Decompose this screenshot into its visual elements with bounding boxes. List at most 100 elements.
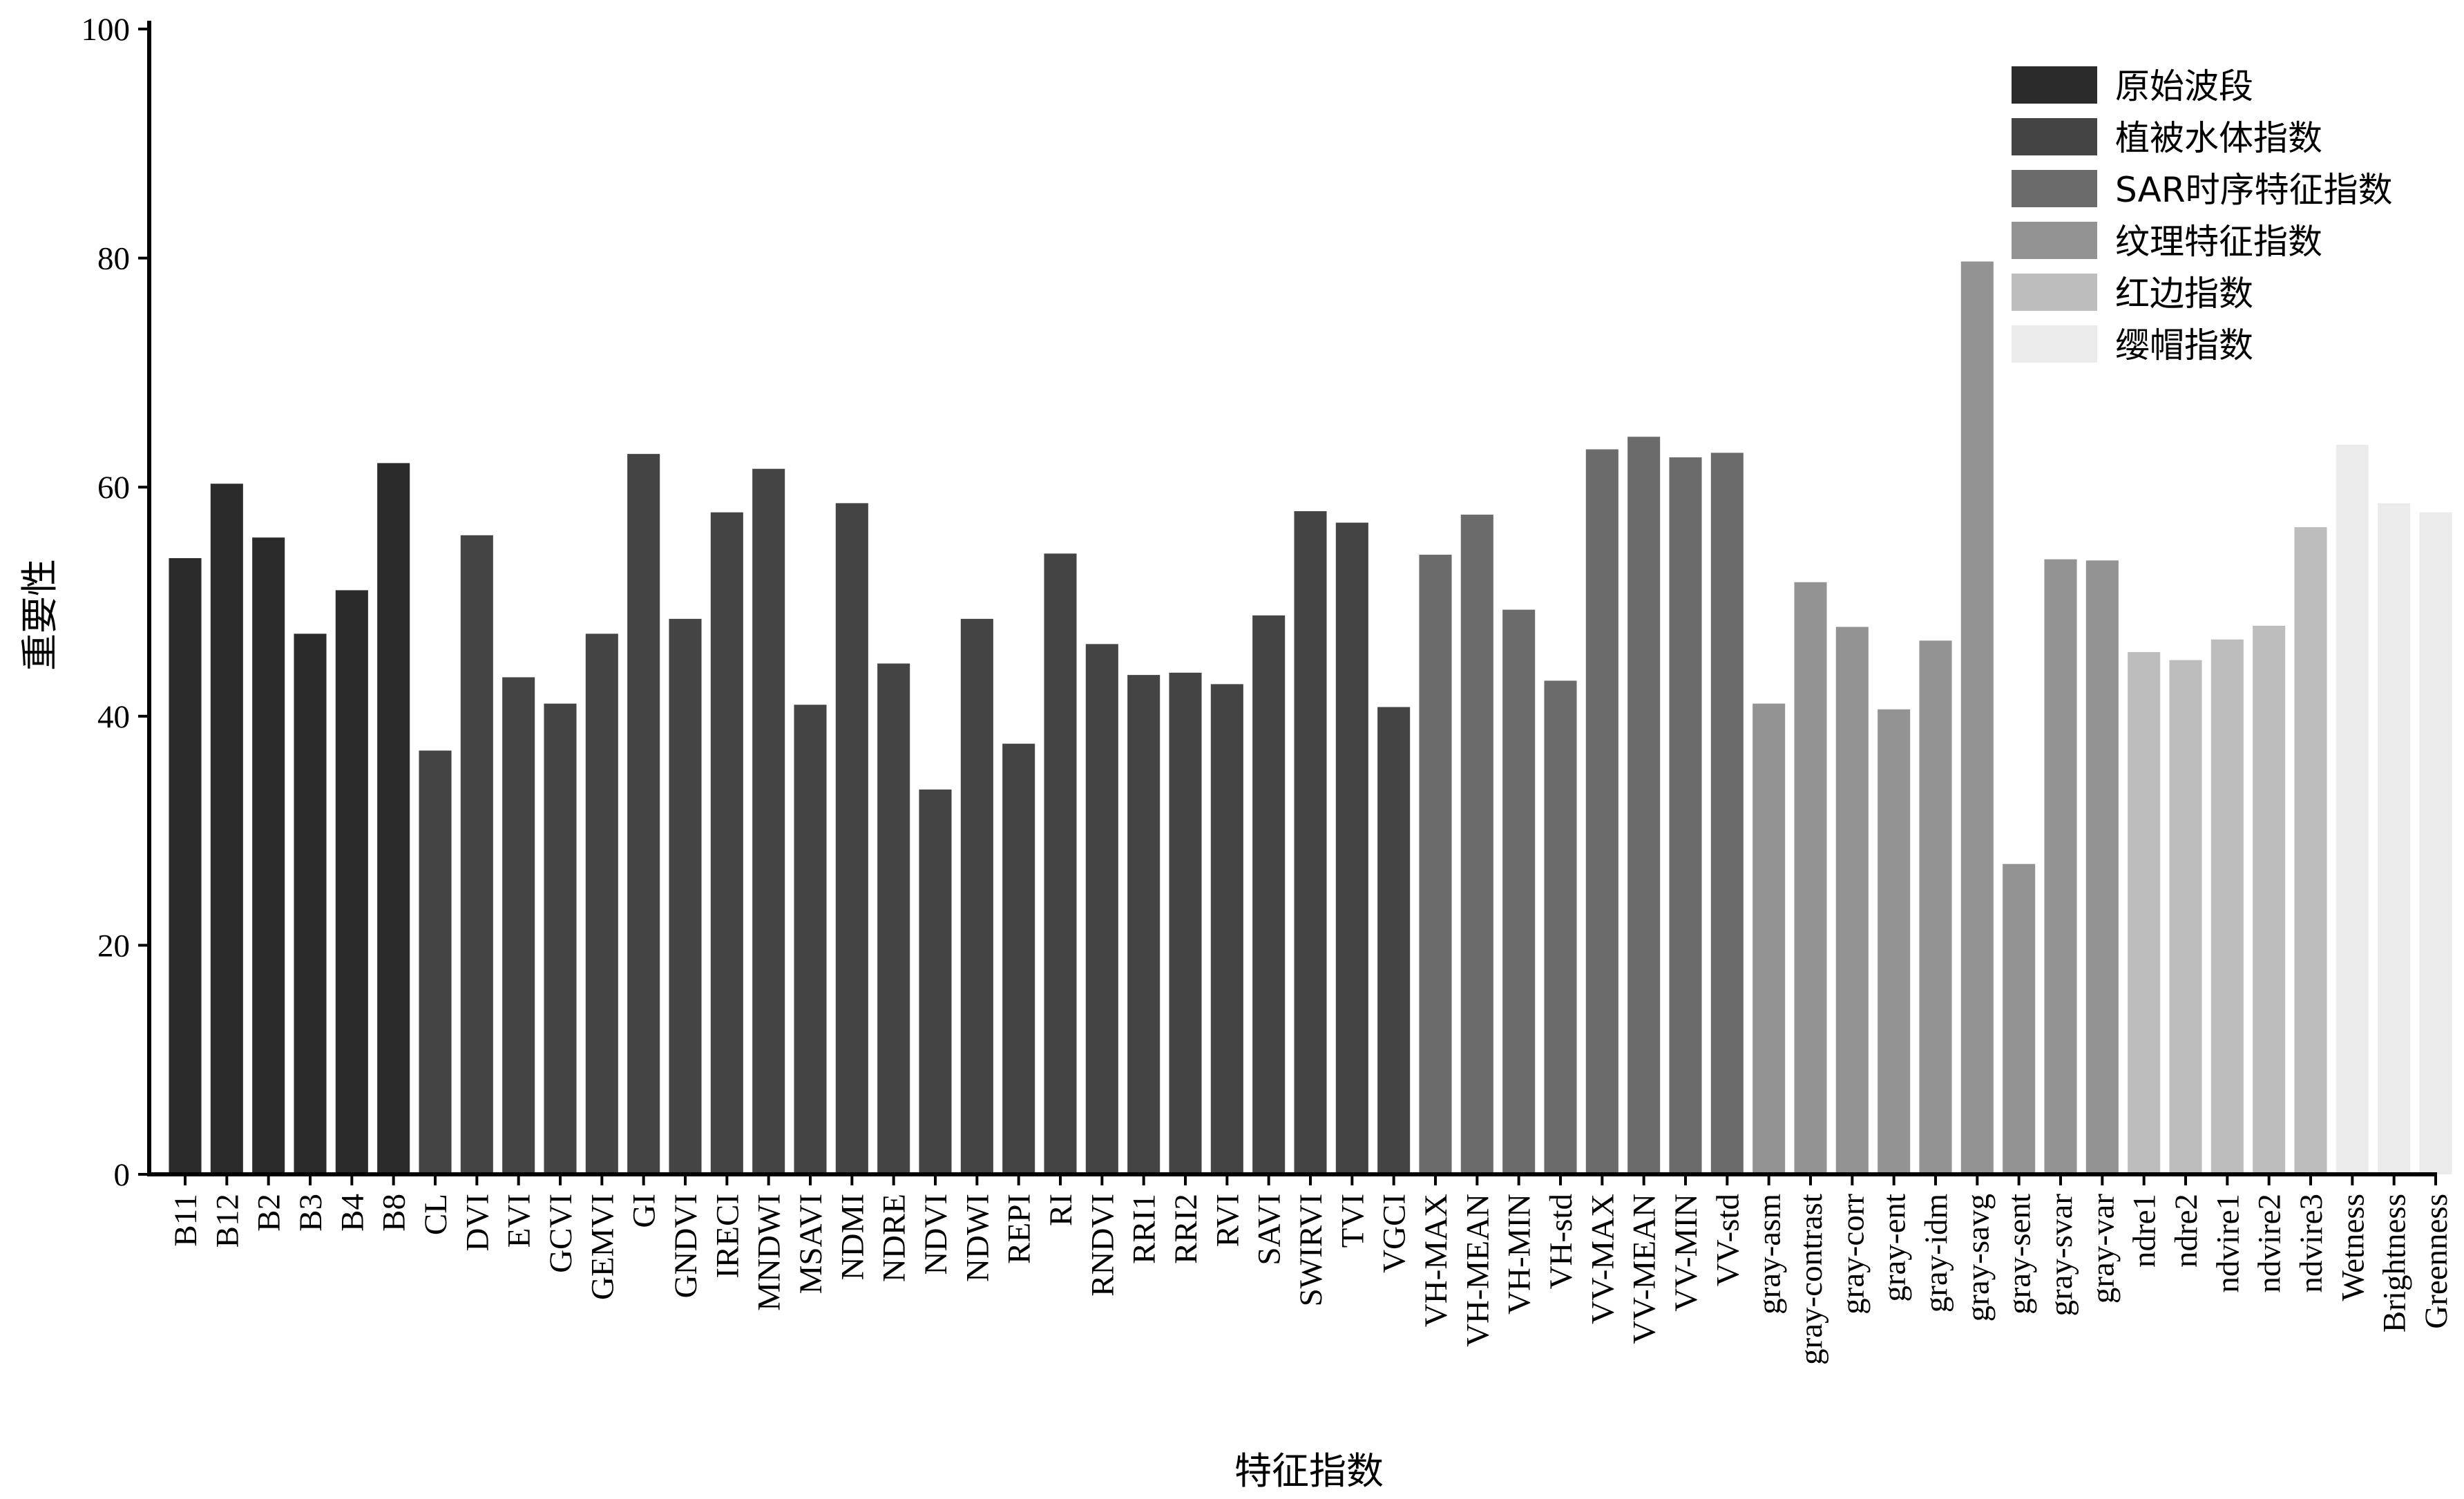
bar-b3 <box>294 633 327 1174</box>
y-axis-title: 重要性 <box>18 559 61 671</box>
bar-gemvi <box>585 633 618 1174</box>
x-tick-label: VGCI <box>1377 1194 1413 1273</box>
bars-layer <box>169 261 2452 1175</box>
x-tick-label: NDWI <box>959 1194 995 1282</box>
bar-rndvi <box>1085 644 1118 1174</box>
bar-tvi <box>1335 522 1368 1174</box>
x-tick-label: ndvire2 <box>2252 1194 2288 1293</box>
x-tick-label: MSAVI <box>793 1194 829 1294</box>
legend-label: SAR时序特征指数 <box>2115 170 2393 210</box>
bar-b4 <box>335 590 368 1174</box>
bar-mndwi <box>752 468 785 1174</box>
x-tick-label: VH-std <box>1543 1194 1579 1289</box>
x-tick-label: gray-contrast <box>1793 1194 1829 1365</box>
bar-brightness <box>2378 503 2411 1174</box>
bar-b2 <box>252 537 285 1174</box>
bar-gray-savg <box>1960 261 1994 1174</box>
x-axis-title: 特征指数 <box>1234 1449 1384 1493</box>
legend-label: 红边指数 <box>2115 274 2253 314</box>
x-tick-label: RVI <box>1210 1194 1245 1247</box>
x-tick-label: gray-sent <box>2002 1194 2038 1315</box>
bar-rri2 <box>1169 672 1202 1174</box>
x-tick-label: RRI2 <box>1168 1194 1204 1264</box>
bar-vv-min <box>1669 457 1702 1174</box>
x-tick-label: REPI <box>1002 1194 1038 1264</box>
bar-ndwi <box>960 618 993 1174</box>
x-tick-label: RRI1 <box>1127 1194 1163 1264</box>
bar-greenness <box>2419 512 2452 1174</box>
bar-gcvi <box>544 703 577 1174</box>
x-tick-label: gray-svar <box>2043 1194 2079 1317</box>
x-tick-label: Brightness <box>2377 1194 2413 1333</box>
x-tick-label: B11 <box>168 1194 204 1247</box>
bar-b12 <box>210 484 243 1174</box>
bar-gray-svar <box>2044 559 2077 1174</box>
bar-vv-std <box>1710 452 1744 1175</box>
bar-ndmi <box>835 503 868 1174</box>
x-tick-label: VV-MAX <box>1585 1194 1621 1324</box>
x-tick-label: gray-savg <box>1960 1194 1996 1321</box>
legend-swatch <box>2012 170 2097 207</box>
x-tick-label: GNDVI <box>668 1194 704 1298</box>
x-tick-label: B4 <box>334 1194 370 1232</box>
bar-gray-ent <box>1878 709 1911 1174</box>
legend-swatch <box>2012 66 2097 104</box>
x-tick-label: ndvire3 <box>2293 1194 2329 1293</box>
y-tick-label: 80 <box>97 241 130 277</box>
x-tick-label: NDMI <box>834 1194 870 1280</box>
bar-b8 <box>377 463 410 1174</box>
x-tick-label: B3 <box>293 1194 329 1232</box>
x-tick-label: Greenness <box>2418 1194 2454 1329</box>
legend-label: 植被水体指数 <box>2115 118 2322 158</box>
x-tick-label: B12 <box>209 1194 245 1248</box>
bar-dvi <box>460 535 493 1174</box>
y-tick-label: 0 <box>114 1157 131 1193</box>
bar-swirvi <box>1294 511 1327 1174</box>
x-tick-label: ndvire1 <box>2210 1194 2246 1293</box>
bar-ireci <box>710 512 743 1174</box>
bar-rvi <box>1210 684 1243 1174</box>
legend-swatch <box>2012 325 2097 363</box>
x-tick-label: ndre1 <box>2127 1194 2163 1268</box>
x-tick-label: gray-idm <box>1918 1194 1954 1312</box>
x-tick-label: VH-MAX <box>1418 1194 1454 1327</box>
x-tick-label: GEMVI <box>584 1194 620 1300</box>
x-tick-label: EVI <box>502 1194 537 1248</box>
x-tick-label: RI <box>1043 1194 1079 1226</box>
x-tick-label: gray-corr <box>1835 1194 1871 1315</box>
y-tick-label: 40 <box>97 699 130 735</box>
x-tick-label: GI <box>627 1194 662 1228</box>
bar-vgci <box>1377 707 1411 1174</box>
bar-gray-sent <box>2003 863 2036 1174</box>
y-tick-label: 100 <box>82 12 131 48</box>
bar-gray-contrast <box>1794 582 1827 1174</box>
bar-gray-var <box>2085 560 2119 1174</box>
x-tick-label: DVI <box>459 1194 495 1252</box>
bar-vh-std <box>1544 680 1577 1174</box>
y-ticks-layer: 0 20 40 60 80 100 <box>82 12 149 1193</box>
y-tick-label: 20 <box>97 928 130 964</box>
x-ticks-layer: B11 B12 B2 B3 B4 B8 CL DVI EVI GCVI GEMVI GI GNDVI IR… <box>168 1174 2454 1365</box>
bar-b11 <box>169 558 202 1174</box>
x-tick-label: NDRE <box>877 1194 913 1282</box>
x-tick-label: IRECI <box>709 1194 745 1279</box>
x-tick-label: gray-asm <box>1752 1194 1788 1315</box>
bar-vh-mean <box>1460 514 1493 1174</box>
bar-msavi <box>794 705 827 1174</box>
x-tick-label: ndre2 <box>2168 1194 2204 1268</box>
x-tick-label: VH-MIN <box>1502 1194 1538 1315</box>
x-tick-label: B8 <box>376 1194 412 1232</box>
bar-wetness <box>2336 444 2369 1174</box>
x-tick-label: NDVI <box>918 1194 954 1274</box>
y-tick-label: 60 <box>97 470 130 506</box>
axes-layer <box>147 21 2437 1176</box>
bar-vh-max <box>1419 555 1452 1174</box>
x-tick-label: VH-MEAN <box>1460 1194 1496 1347</box>
x-tick-label: gray-ent <box>1877 1194 1913 1302</box>
x-tick-label: CL <box>418 1194 454 1235</box>
x-tick-label: VV-std <box>1710 1194 1746 1286</box>
bar-ndvire3 <box>2294 527 2327 1174</box>
bar-ndre <box>877 663 910 1174</box>
legend-label: 纹理特征指数 <box>2115 222 2322 262</box>
